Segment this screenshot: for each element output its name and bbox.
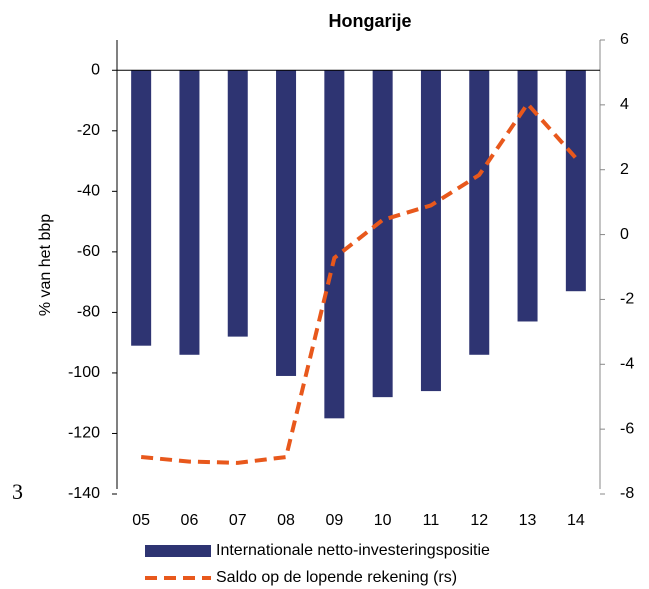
legend-swatch	[145, 545, 211, 557]
x-tick-label: 09	[325, 512, 343, 529]
bar	[372, 70, 393, 398]
y-tick-label: -20	[77, 122, 100, 139]
y-tick-label: -60	[77, 243, 100, 260]
bar	[131, 70, 152, 346]
bar	[469, 70, 490, 355]
y-tick-label: -140	[68, 485, 100, 502]
x-tick-label: 08	[277, 512, 295, 529]
bar	[324, 70, 345, 419]
bar	[565, 70, 586, 292]
legend-label: Internationale netto-investeringspositie	[216, 542, 490, 559]
y-tick-label: -80	[77, 304, 100, 321]
bar	[179, 70, 200, 355]
x-tick-label: 11	[423, 512, 440, 529]
y2-tick-label: 6	[620, 31, 629, 48]
x-tick-label: 14	[567, 512, 585, 529]
annotation: 3	[12, 479, 23, 504]
bar	[227, 70, 248, 337]
y-axis-label: % van het bbp	[37, 214, 54, 316]
y2-tick-label: -6	[620, 420, 634, 437]
bar	[276, 70, 297, 376]
x-tick-label: 06	[181, 512, 199, 529]
bar	[517, 70, 538, 322]
y-tick-label: -40	[77, 183, 100, 200]
bar	[420, 70, 441, 392]
x-tick-label: 12	[470, 512, 488, 529]
y2-tick-label: -4	[620, 356, 634, 373]
line	[140, 100, 578, 465]
y2-tick-label: 0	[620, 226, 629, 243]
chart-title: Hongarije	[328, 11, 411, 31]
y-tick-label: 0	[91, 61, 100, 78]
y2-tick-label: -8	[620, 485, 634, 502]
legend-label: Saldo op de lopende rekening (rs)	[216, 569, 457, 586]
y2-tick-label: 2	[620, 161, 629, 178]
y-tick-label: -120	[68, 425, 100, 442]
y2-tick-label: -2	[620, 291, 634, 308]
y2-tick-label: 4	[620, 96, 629, 113]
x-tick-label: 13	[519, 512, 537, 529]
y-tick-label: -100	[68, 364, 100, 381]
x-tick-label: 10	[374, 512, 392, 529]
x-tick-label: 05	[132, 512, 150, 529]
x-tick-label: 07	[229, 512, 247, 529]
